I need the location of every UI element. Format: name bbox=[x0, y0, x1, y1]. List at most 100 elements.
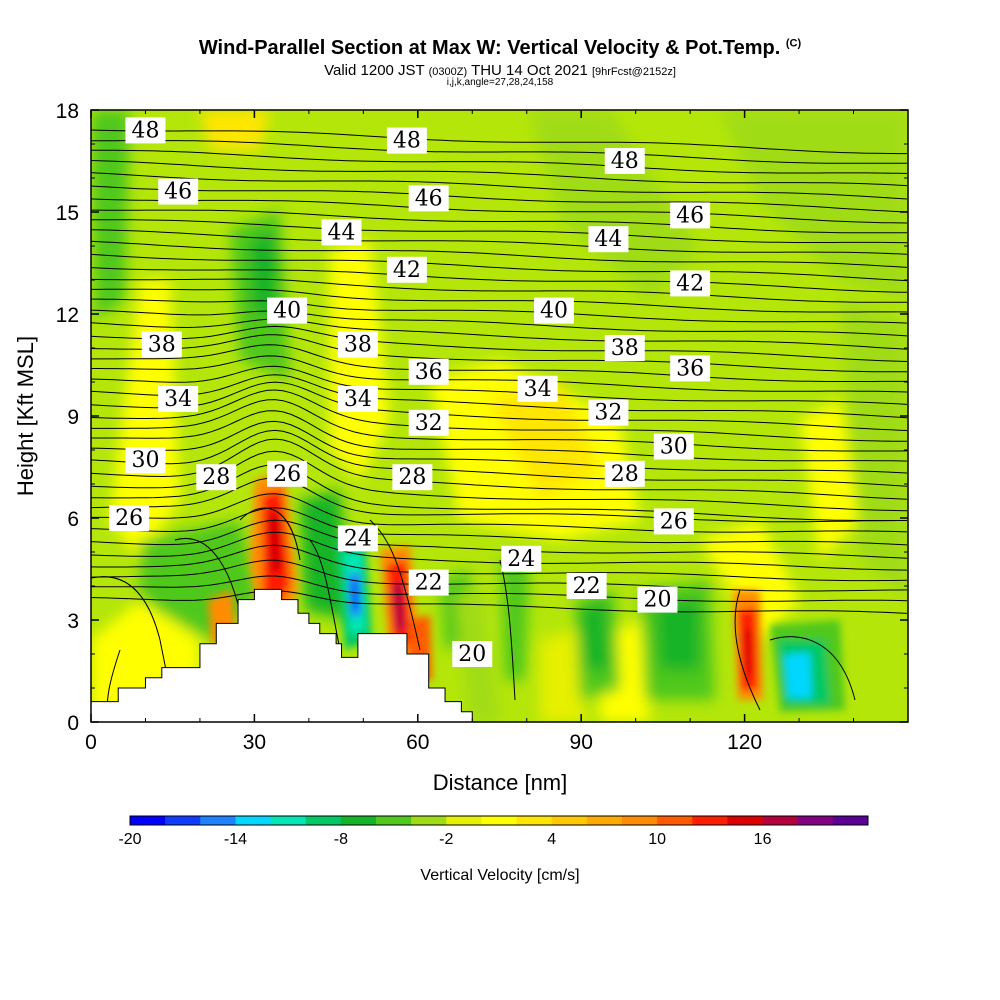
theta-label-text: 26 bbox=[115, 506, 143, 531]
chart-title: Wind-Parallel Section at Max W: Vertical… bbox=[198, 37, 802, 59]
theta-label-text: 34 bbox=[344, 387, 372, 412]
theta-label: 28 bbox=[196, 464, 237, 491]
theta-label-text: 28 bbox=[202, 465, 230, 490]
theta-label: 46 bbox=[158, 178, 199, 205]
theta-label-text: 42 bbox=[676, 271, 704, 296]
theta-line bbox=[91, 429, 908, 487]
colorbar-swatch bbox=[235, 816, 272, 825]
colorbar-label: Vertical Velocity [cm/s] bbox=[420, 867, 579, 884]
theta-label: 22 bbox=[408, 569, 449, 596]
theta-line bbox=[91, 240, 908, 268]
theta-line bbox=[91, 253, 908, 282]
colorbar-swatch bbox=[270, 816, 307, 825]
theta-label-text: 36 bbox=[415, 360, 443, 385]
theta-label: 34 bbox=[158, 386, 199, 412]
theta-label: 30 bbox=[653, 433, 694, 460]
y-tick-label: 12 bbox=[56, 304, 79, 327]
theta-label: 26 bbox=[267, 460, 308, 487]
y-tick-label: 3 bbox=[67, 610, 79, 633]
theta-label-text: 44 bbox=[328, 220, 356, 245]
theta-line bbox=[91, 140, 907, 164]
theta-label-text: 30 bbox=[660, 435, 688, 460]
x-tick-label: 60 bbox=[406, 731, 429, 754]
theta-line bbox=[91, 410, 908, 462]
colorbar-swatch bbox=[200, 816, 236, 825]
x-axis: 0 30 60 90 120 bbox=[85, 110, 855, 754]
theta-line bbox=[91, 185, 908, 213]
theta-line bbox=[91, 288, 908, 313]
valid-time: Valid 1200 JST bbox=[324, 62, 425, 79]
theta-label: 22 bbox=[566, 573, 607, 599]
theta-label: 26 bbox=[109, 505, 150, 531]
x-axis-label: Distance [nm] bbox=[433, 770, 568, 795]
x-tick-label: 90 bbox=[570, 731, 593, 754]
colorbar-tick-label: -2 bbox=[439, 831, 453, 848]
theta-label: 32 bbox=[588, 399, 629, 426]
y-tick-label: 9 bbox=[67, 406, 79, 429]
theta-label-text: 26 bbox=[660, 509, 688, 534]
theta-line bbox=[91, 477, 907, 523]
theta-label-text: 44 bbox=[594, 227, 622, 252]
theta-line bbox=[91, 219, 908, 244]
theta-line bbox=[91, 420, 908, 474]
colorbar-frame bbox=[129, 815, 869, 826]
theta-line bbox=[91, 325, 908, 362]
x-tick-label: 120 bbox=[727, 731, 762, 754]
theta-label-text: 20 bbox=[643, 588, 671, 613]
theta-line bbox=[91, 129, 907, 155]
theta-label: 46 bbox=[670, 202, 711, 229]
section-indices: i,j,k,angle=27,28,24,158 bbox=[446, 77, 554, 88]
colorbar-swatch bbox=[832, 816, 869, 825]
theta-label-text: 28 bbox=[398, 465, 426, 490]
colorbar-tick-label: 4 bbox=[547, 831, 556, 848]
theta-label-text: 22 bbox=[415, 571, 443, 596]
theta-label: 44 bbox=[588, 226, 629, 253]
colorbar-swatch bbox=[657, 816, 693, 825]
theta-label: 38 bbox=[604, 335, 645, 361]
theta-label: 34 bbox=[517, 375, 558, 402]
theta-label-text: 24 bbox=[507, 547, 535, 572]
theta-line bbox=[91, 229, 908, 255]
theta-label: 36 bbox=[408, 358, 449, 385]
x-tick-label: 0 bbox=[85, 731, 97, 754]
theta-line bbox=[91, 531, 908, 571]
theta-label: 30 bbox=[125, 447, 166, 474]
theta-label-text: 40 bbox=[273, 299, 301, 324]
theta-line bbox=[91, 318, 908, 350]
y-tick-label: 18 bbox=[56, 100, 79, 123]
colorbar-swatch bbox=[622, 816, 658, 825]
theta-label: 48 bbox=[125, 117, 166, 144]
theta-label: 32 bbox=[408, 409, 449, 436]
theta-line bbox=[91, 160, 908, 187]
theta-label: 34 bbox=[337, 386, 378, 412]
colorbar-tick-label: 10 bbox=[648, 831, 666, 848]
valid-zulu: (0300Z) bbox=[428, 66, 468, 78]
colorbar-swatch bbox=[165, 816, 201, 825]
y-axis-label: Height [Kft MSL] bbox=[13, 336, 38, 496]
theta-label: 44 bbox=[321, 219, 362, 246]
colorbar-swatch bbox=[481, 816, 518, 825]
colorbar-swatch bbox=[692, 816, 728, 825]
theta-label-text: 26 bbox=[273, 462, 301, 487]
theta-label-text: 30 bbox=[131, 448, 159, 473]
theta-line bbox=[91, 389, 907, 442]
theta-label-layer: 48 48 48 46 46 46 44 44 42 42 40 40 38 38 38 36 36 34 34 34… bbox=[109, 117, 711, 667]
colorbar-swatch bbox=[305, 816, 342, 825]
theta-label-text: 38 bbox=[611, 336, 639, 361]
theta-line bbox=[91, 575, 908, 602]
theta-label-text: 36 bbox=[676, 356, 704, 381]
valid-date: THU 14 Oct 2021 bbox=[471, 62, 588, 79]
terrain-mask bbox=[90, 588, 473, 723]
colorbar-swatch bbox=[727, 816, 764, 825]
theta-label: 20 bbox=[637, 586, 678, 613]
theta-label-text: 38 bbox=[148, 333, 176, 358]
colorbar-swatch bbox=[797, 816, 834, 825]
theta-line bbox=[91, 309, 908, 337]
colorbar-swatch bbox=[762, 816, 799, 825]
theta-label: 24 bbox=[337, 525, 378, 552]
theta-label-text: 28 bbox=[611, 462, 639, 487]
theta-line bbox=[91, 355, 908, 393]
colorbar-swatch bbox=[340, 816, 377, 825]
theta-label-text: 48 bbox=[131, 118, 159, 143]
theta-line bbox=[91, 198, 908, 224]
